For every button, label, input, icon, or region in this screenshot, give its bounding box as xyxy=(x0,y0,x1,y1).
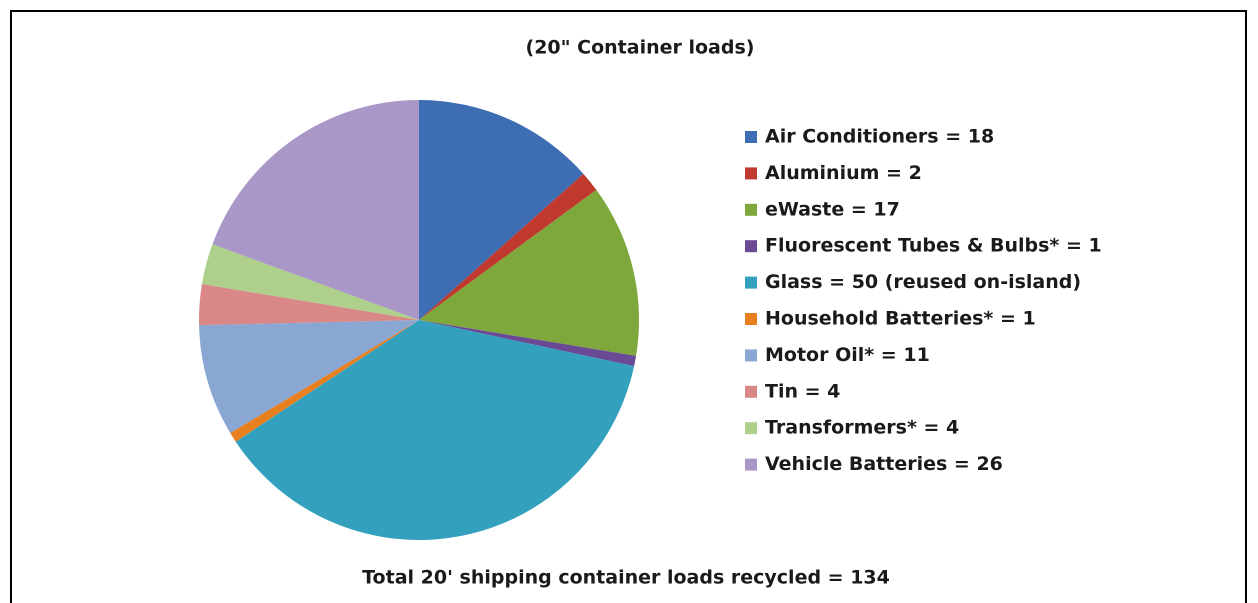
pie-slice xyxy=(212,100,419,320)
pie-slice xyxy=(201,244,419,320)
legend-label: Tin = 4 xyxy=(765,380,840,402)
legend-label: Transformers* = 4 xyxy=(765,417,959,439)
legend-label: Household Batteries* = 1 xyxy=(765,308,1036,330)
pie-slice xyxy=(419,189,639,356)
legend-swatch xyxy=(745,458,757,471)
legend-swatch xyxy=(745,131,757,143)
annotation: Total 20' shipping container loads recyc… xyxy=(362,567,890,589)
legend-swatch xyxy=(745,313,757,325)
legend-swatch xyxy=(745,422,757,435)
legend-label: Vehicle Batteries = 26 xyxy=(765,453,1003,475)
legend-label: Aluminium = 2 xyxy=(765,162,922,184)
legend-label: Glass = 50 (reused on-island) xyxy=(765,271,1081,293)
legend-swatch xyxy=(745,276,757,289)
legend-label: eWaste = 17 xyxy=(765,198,900,220)
legend-label: Motor Oil* = 11 xyxy=(765,344,930,366)
pie-slice xyxy=(235,320,635,540)
legend-swatch xyxy=(745,203,757,216)
legend-label: Air Conditioners = 18 xyxy=(765,126,994,148)
legend-label: Fluorescent Tubes & Bulbs* = 1 xyxy=(765,235,1102,257)
pie-slice xyxy=(198,284,419,326)
pie-slice xyxy=(199,320,419,433)
legend-swatch xyxy=(745,385,757,398)
pie-slice xyxy=(419,173,597,320)
frame xyxy=(10,10,1247,603)
chart-title: (20" Container loads) xyxy=(526,37,755,59)
legend-swatch xyxy=(745,167,757,180)
pie-slice xyxy=(419,100,584,320)
pie-slice xyxy=(230,320,419,442)
legend-swatch xyxy=(745,349,757,362)
pie-slice xyxy=(419,320,637,367)
legend-swatch xyxy=(745,240,757,253)
